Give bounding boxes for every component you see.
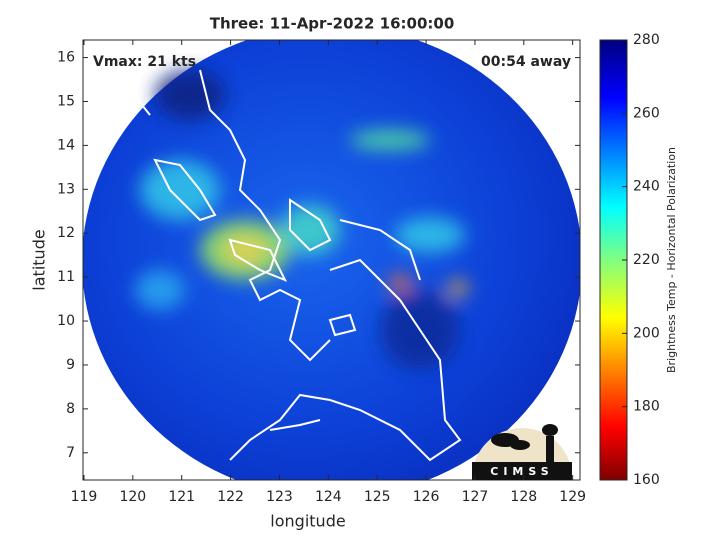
coastlines [129, 59, 462, 462]
colorbar-tick-label: 260 [633, 105, 660, 121]
x-tick-label: 128 [510, 489, 537, 505]
y-tick-label: 13 [57, 181, 75, 197]
plot-frame [82, 39, 581, 481]
x-tick-label: 126 [413, 489, 440, 505]
y-tick-label: 14 [57, 137, 75, 153]
y-tick-label: 12 [57, 225, 75, 241]
annotation: 00:54 away [481, 54, 571, 70]
y-tick-label: 8 [66, 401, 75, 417]
logo-text: CIMSS [490, 465, 553, 478]
satellite-image [83, 40, 580, 480]
x-tick-label: 120 [119, 489, 146, 505]
colorbar-tick-label: 160 [633, 472, 660, 488]
colorbar-tick-label: 240 [633, 179, 660, 195]
y-tick-label: 7 [66, 445, 75, 461]
x-tick-label: 127 [462, 489, 489, 505]
y-tick-label: 11 [57, 269, 75, 285]
y-tick-label: 9 [66, 357, 75, 373]
x-tick-label: 119 [71, 489, 98, 505]
x-tick-label: 125 [364, 489, 391, 505]
y-tick-label: 15 [57, 93, 75, 109]
y-tick-label: 10 [57, 313, 75, 329]
colorbar-label: Brightness Temp - Horizontal Polarizatio… [665, 147, 678, 373]
colorbar-tick-label: 180 [633, 399, 660, 415]
annotation: Vmax: 21 kts [93, 54, 196, 70]
colorbar-tick-label: 280 [633, 32, 660, 48]
x-tick-label: 124 [315, 489, 342, 505]
y-tick-label: 16 [57, 50, 75, 66]
x-tick-label: 123 [266, 489, 293, 505]
colorbar-tick-label: 220 [633, 252, 660, 268]
x-tick-label: 122 [217, 489, 244, 505]
y-axis-label: latitude [30, 229, 49, 290]
x-axis-label: longitude [270, 512, 345, 531]
x-tick-label: 121 [168, 489, 195, 505]
x-tick-label: 129 [559, 489, 586, 505]
title: Three: 11-Apr-2022 16:00:00 [210, 15, 455, 33]
colorbar-tick-label: 200 [633, 325, 660, 341]
logo: CIMSS [472, 424, 572, 480]
